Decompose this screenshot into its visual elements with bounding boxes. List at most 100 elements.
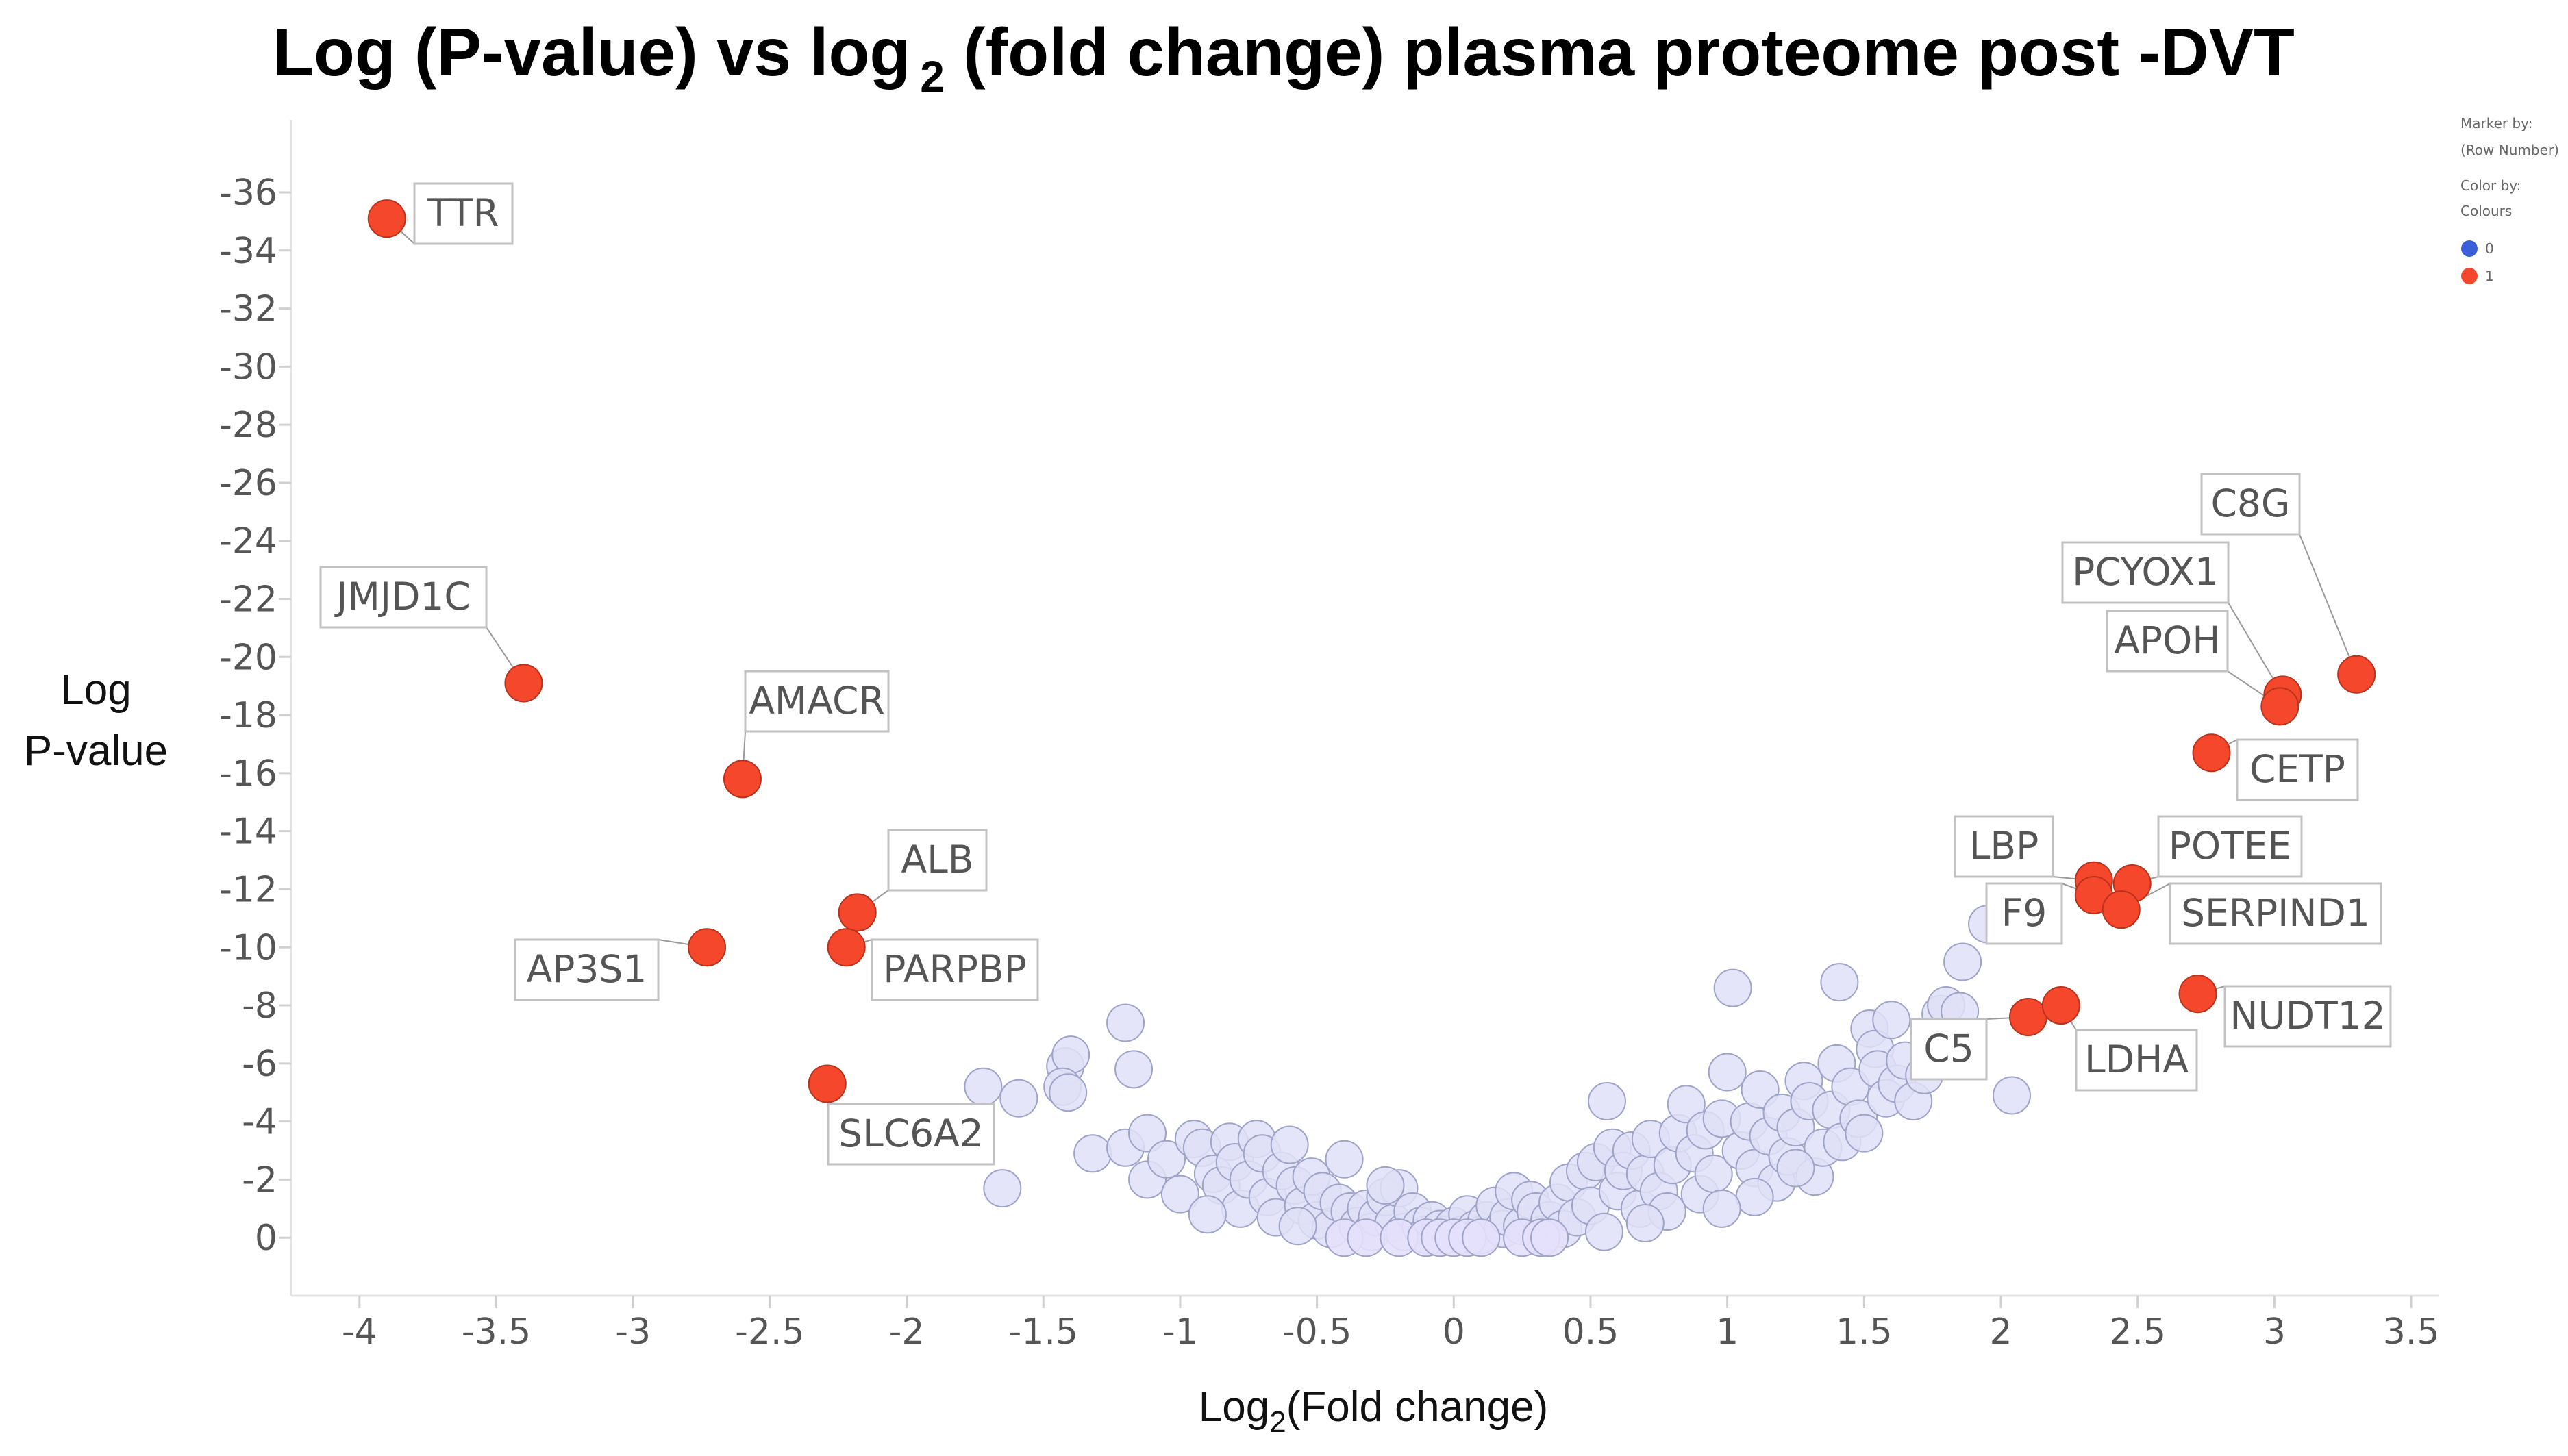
significant-point [2260, 687, 2299, 726]
x-tick-label: 3.5 [2383, 1311, 2440, 1353]
y-tick-label: -10 [219, 927, 277, 968]
y-axis-label-line-1: Log [60, 666, 131, 714]
x-tick-label: -3.5 [462, 1311, 531, 1353]
nonsignificant-point [1702, 1189, 1741, 1228]
x-tick-label: 1 [1716, 1311, 1738, 1353]
protein-label-box [2075, 1029, 2198, 1092]
legend-entry-0-label: 0 [2485, 240, 2494, 257]
significant-point [827, 928, 866, 967]
y-tick-label: -2 [242, 1159, 277, 1201]
nonsignificant-point [1587, 1081, 1626, 1120]
protein-label-box [514, 938, 660, 1001]
x-tick-label: -4 [342, 1311, 377, 1353]
nonsignificant-point [964, 1067, 1003, 1106]
nonsignificant-points [964, 905, 2031, 1257]
protein-label: SLC6A2 [838, 1112, 984, 1155]
significant-point [2102, 890, 2141, 929]
y-axis-ticks: -36-34-32-30-28-26-24-22-20-18-16-14-12-… [219, 173, 291, 1259]
nonsignificant-point [1820, 963, 1859, 1002]
nonsignificant-point [999, 1079, 1038, 1118]
protein-label-box [2106, 610, 2229, 673]
protein-label-box [744, 670, 890, 733]
y-tick-label: -6 [242, 1044, 277, 1085]
leader-line [2299, 534, 2358, 675]
y-tick-label: -24 [219, 521, 277, 562]
nonsignificant-point [1708, 1053, 1747, 1092]
significant-point [2041, 986, 2080, 1025]
legend-swatch-0 [2461, 240, 2478, 257]
protein-label-box [1954, 815, 2054, 878]
protein-label: F9 [2002, 891, 2047, 935]
protein-label-box [827, 1103, 995, 1166]
x-tick-label: -2.5 [735, 1311, 804, 1353]
protein-label-box [2169, 882, 2382, 945]
significant-point [367, 199, 406, 238]
chart-title-main: Log (P-value) vs log [273, 14, 910, 90]
x-tick-label: -1.5 [1009, 1311, 1078, 1353]
y-tick-label: -20 [219, 637, 277, 678]
x-axis-label: Log2(Fold change) [1199, 1383, 1548, 1439]
protein-labels: TTR JMJD1C AMACR ALB AP3S1 PARPBP SLC6A2 C8G PCY… [319, 182, 2392, 1166]
y-tick-label: -18 [219, 695, 277, 736]
y-tick-label: -26 [219, 463, 277, 504]
protein-label: PCYOX1 [2072, 550, 2219, 594]
protein-label-box [887, 829, 988, 892]
nonsignificant-point [1776, 1149, 1815, 1188]
nonsignificant-point [1128, 1114, 1167, 1153]
protein-label: ALB [901, 838, 974, 881]
nonsignificant-point [1584, 1212, 1623, 1251]
nonsignificant-point [1270, 1125, 1309, 1164]
protein-label-box [2223, 985, 2392, 1048]
y-tick-label: -34 [219, 231, 277, 272]
protein-label: SERPIND1 [2181, 891, 2370, 935]
nonsignificant-point [1147, 1140, 1186, 1179]
nonsignificant-point [1051, 1035, 1090, 1075]
protein-label: POTEE [2169, 824, 2292, 868]
x-tick-label: -3 [615, 1311, 651, 1353]
nonsignificant-point [1530, 1218, 1569, 1257]
protein-label-box [871, 938, 1039, 1001]
nonsignificant-point [1943, 942, 1982, 981]
legend-color-by-label: Color by: [2460, 177, 2521, 194]
y-axis-label-line-2: P-value [24, 727, 168, 775]
legend-entry-1-label: 1 [2485, 268, 2494, 284]
protein-label: AP3S1 [527, 947, 647, 991]
y-tick-label: -22 [219, 579, 277, 620]
chart-title: Log (P-value) vs log 2 (fold change) plas… [273, 14, 2295, 101]
significant-point [838, 893, 877, 932]
protein-label-box [2157, 815, 2303, 878]
y-tick-label: -14 [219, 812, 277, 853]
x-tick-label: -2 [889, 1311, 925, 1353]
significant-points [367, 199, 2376, 1103]
nonsignificant-point [1735, 1177, 1774, 1216]
protein-label-box [1985, 882, 2063, 945]
legend-swatch-1 [2461, 268, 2478, 284]
x-tick-label: -0.5 [1282, 1311, 1351, 1353]
y-tick-label: -30 [219, 347, 277, 388]
legend-marker-by-label: Marker by: [2460, 115, 2532, 131]
protein-label: C8G [2210, 481, 2290, 525]
x-axis-label-subscript: 2 [1269, 1405, 1286, 1439]
protein-label-box [1910, 1018, 1988, 1081]
x-axis-label-rest: (Fold change) [1286, 1383, 1549, 1431]
y-tick-label: -32 [219, 289, 277, 330]
x-axis-label-main: Log [1199, 1383, 1269, 1431]
nonsignificant-point [1188, 1195, 1227, 1234]
nonsignificant-point [1667, 1085, 1706, 1124]
legend-color-by-value: Colours [2460, 203, 2512, 219]
nonsignificant-point [1992, 1076, 2031, 1115]
x-tick-label: 0 [1443, 1311, 1465, 1353]
y-tick-label: -28 [219, 405, 277, 446]
protein-label: TTR [427, 191, 499, 235]
nonsignificant-point [983, 1169, 1022, 1208]
nonsignificant-point [1325, 1140, 1364, 1179]
significant-point [2192, 733, 2231, 773]
x-axis-ticks: -4 -3.5 -3 -2.5 -2 -1.5 -1 -0.5 0 0.5 1 1.5 2 2.5 3 3.5 [342, 1296, 2440, 1353]
y-tick-label: -4 [242, 1102, 277, 1143]
significant-point [2008, 998, 2047, 1037]
significant-point [2178, 975, 2217, 1014]
y-tick-label: 0 [255, 1218, 277, 1259]
protein-label: APOH [2114, 618, 2220, 662]
protein-label: CETP [2249, 747, 2345, 791]
